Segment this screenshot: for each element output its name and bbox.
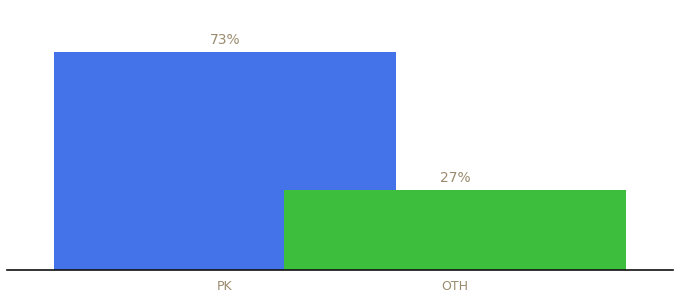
Bar <box>284 190 626 270</box>
Text: 73%: 73% <box>209 33 240 47</box>
Text: 27%: 27% <box>440 171 471 185</box>
Bar <box>54 52 396 270</box>
